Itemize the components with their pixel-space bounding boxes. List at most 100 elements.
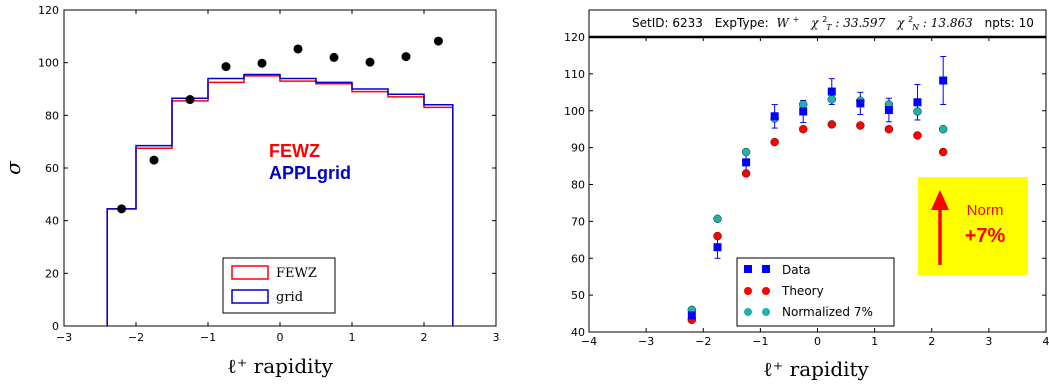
right-data-point	[884, 106, 893, 115]
left-x-tick-label: 3	[493, 331, 500, 344]
right-data-point	[827, 87, 836, 96]
header-chi2t-value: : 33.597	[835, 16, 885, 30]
right-x-ticks: −4 −3 −2 −1 0 1 2 3 4	[581, 37, 1049, 348]
right-y-tick-label: 50	[571, 289, 585, 302]
left-data-point	[117, 204, 127, 214]
right-theory-point	[856, 121, 865, 130]
header-chi2t-sup: 2	[822, 15, 827, 24]
left-data-point	[433, 36, 443, 46]
left-y-ticks: 0 20 40 60 80 100 120	[38, 4, 496, 333]
right-y-tick-label: 40	[571, 326, 585, 339]
header-chi2n-sup: 2	[908, 15, 913, 24]
right-legend-marker-normalized-2	[762, 308, 770, 316]
left-data-point	[401, 52, 411, 62]
header-chi2n-sub: N	[911, 23, 920, 32]
right-x-tick-label: 4	[1043, 335, 1049, 348]
right-y-tick-label: 110	[564, 68, 585, 81]
right-normalized-point	[913, 107, 922, 116]
header-chi2t-symbol: χ	[810, 16, 819, 30]
norm-box-background	[918, 177, 1028, 275]
left-data-point	[221, 62, 231, 72]
left-x-tick-label: −1	[200, 331, 216, 344]
left-data-point	[257, 58, 267, 68]
right-data-point	[939, 76, 948, 85]
right-x-tick-label: −2	[695, 335, 711, 348]
right-error-bars	[688, 56, 947, 323]
left-y-tick-label: 60	[45, 162, 59, 175]
right-x-tick-label: −1	[752, 335, 768, 348]
left-x-tick-label: 2	[421, 331, 428, 344]
right-normalized-point	[799, 100, 808, 109]
left-y-tick-label: 100	[38, 57, 59, 70]
left-y-tick-label: 0	[52, 320, 59, 333]
right-normalized-point	[938, 124, 948, 134]
right-data-point	[856, 99, 865, 108]
left-y-tick-label: 80	[45, 109, 59, 122]
left-data-point	[149, 155, 159, 165]
norm-arrow-icon	[931, 190, 949, 210]
header-chi2n-symbol: χ	[896, 16, 905, 30]
left-y-tick-label: 20	[45, 267, 59, 280]
left-x-tick-label: −2	[128, 331, 144, 344]
right-y-ticks: 40 50 60 70 80 90 100 110 120	[564, 31, 1046, 339]
left-data-point	[185, 95, 195, 105]
left-step-grid	[106, 73, 454, 326]
right-y-tick-label: 120	[564, 31, 585, 44]
right-x-tick-label: 0	[814, 335, 821, 348]
right-x-tick-label: −3	[638, 335, 654, 348]
left-y-tick-label: 40	[45, 215, 59, 228]
right-legend-label-data: Data	[782, 263, 811, 277]
left-data-point	[329, 52, 339, 62]
right-theory-point	[741, 169, 751, 178]
right-legend-marker-theory-2	[762, 287, 770, 295]
left-step-lines	[106, 73, 454, 326]
right-y-tick-label: 90	[571, 142, 585, 155]
right-data-point	[687, 311, 696, 320]
right-y-tick-label: 80	[571, 179, 585, 192]
right-data-point	[742, 158, 751, 167]
right-theory-point	[713, 231, 722, 241]
left-points	[117, 36, 443, 214]
right-legend-marker-theory-1	[744, 287, 752, 295]
right-data-point	[913, 98, 922, 107]
right-theory-point	[938, 147, 948, 157]
right-theory-point	[827, 120, 836, 129]
right-legend-label-normalized: Normalized 7%	[782, 305, 873, 319]
right-chart: −4 −3 −2 −1 0 1 2 3 4 40 50 60 70 80 90 100 110 120 SetI…	[564, 9, 1049, 381]
right-legend-marker-data-1	[744, 265, 752, 273]
left-data-point	[293, 44, 303, 54]
header-chi2n-value: : 13.863	[923, 16, 973, 30]
left-legend-label-grid: grid	[276, 290, 303, 305]
norm-box: Norm +7%	[918, 177, 1028, 275]
left-y-axis-label: σ	[1, 160, 25, 175]
right-theory-point	[799, 124, 808, 134]
left-x-tick-label: −3	[56, 331, 72, 344]
left-chart: −3 −2 −1 0 1 2 3 0 20 40 60 80 100 120 FEWZ APPLgrid…	[1, 4, 500, 378]
right-data-point	[770, 112, 779, 121]
right-normalized-point	[827, 95, 836, 104]
right-header: SetID: 6233 ExpType: W + χ 2 T : 33.597 …	[632, 11, 1034, 33]
right-x-tick-label: 2	[928, 335, 935, 348]
right-data-point	[799, 107, 808, 116]
left-x-tick-label: 0	[277, 331, 284, 344]
right-theory-point	[884, 124, 894, 134]
left-annotation-fewz: FEWZ	[269, 141, 320, 161]
header-exptype-sup: +	[793, 15, 800, 24]
right-x-tick-label: 3	[985, 335, 992, 348]
header-exptype-label: ExpType:	[715, 16, 769, 30]
header-exptype: W	[776, 16, 790, 30]
left-legend-label-fewz: FEWZ	[276, 266, 317, 281]
right-theory-point	[770, 137, 779, 147]
right-legend: Data Theory Normalized 7%	[736, 257, 895, 327]
left-legend-swatch-fewz	[231, 265, 269, 280]
left-legend: FEWZ grid	[222, 257, 336, 314]
norm-box-value: +7%	[965, 225, 1006, 247]
left-annotation-applgrid: APPLgrid	[269, 163, 351, 183]
left-legend-swatch-grid	[231, 289, 269, 304]
right-x-tick-label: 1	[871, 335, 878, 348]
right-normalized-point	[741, 147, 751, 157]
right-data-point	[713, 243, 722, 252]
right-points	[687, 76, 948, 325]
right-legend-label-theory: Theory	[781, 284, 824, 298]
